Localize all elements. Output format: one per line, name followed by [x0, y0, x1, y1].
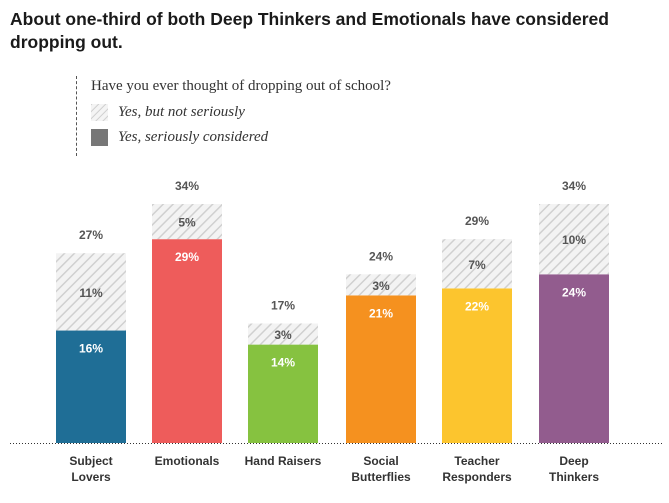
bar-seriously-4: [346, 295, 416, 443]
data-label-not-seriously: 3%: [372, 279, 390, 293]
legend-question: Have you ever thought of dropping out of…: [91, 78, 391, 94]
bar-seriously-3: [248, 344, 318, 443]
data-label-not-seriously: 3%: [274, 328, 292, 342]
data-label-total: 34%: [175, 179, 199, 193]
hatched-swatch-icon: [91, 104, 108, 121]
data-label-not-seriously: 10%: [562, 233, 586, 247]
data-label-total: 24%: [369, 249, 393, 263]
bar-not-seriously-4: [346, 274, 416, 296]
legend-label-seriously: Yes, seriously considered: [118, 129, 269, 145]
category-label: Hand Raisers: [245, 454, 322, 468]
data-label-seriously: 29%: [175, 250, 199, 264]
bar-seriously-2: [152, 239, 222, 443]
category-label: Emotionals: [155, 454, 220, 468]
bar-seriously-6: [539, 274, 609, 443]
category-label: Responders: [442, 470, 512, 484]
data-label-seriously: 24%: [562, 285, 586, 299]
data-label-seriously: 14%: [271, 356, 295, 370]
category-label: Deep: [559, 454, 588, 468]
data-label-not-seriously: 7%: [468, 258, 486, 272]
category-label: Social: [363, 454, 398, 468]
bar-not-seriously-5: [442, 239, 512, 289]
category-label: Thinkers: [549, 470, 599, 484]
bar-not-seriously-2: [152, 204, 222, 240]
legend-item-not-seriously: Yes, but not seriously: [91, 100, 391, 125]
bar-not-seriously-6: [539, 204, 609, 275]
data-label-seriously: 16%: [79, 342, 103, 356]
category-label: Teacher: [454, 454, 499, 468]
data-label-seriously: 22%: [465, 299, 489, 313]
legend: Have you ever thought of dropping out of…: [76, 76, 391, 156]
data-label-seriously: 21%: [369, 306, 393, 320]
data-label-total: 29%: [465, 214, 489, 228]
legend-item-seriously: Yes, seriously considered: [91, 125, 391, 150]
legend-label-not-seriously: Yes, but not seriously: [118, 104, 245, 120]
data-label-not-seriously: 11%: [79, 286, 103, 300]
data-label-total: 34%: [562, 179, 586, 193]
data-label-total: 17%: [271, 299, 295, 313]
bar-not-seriously-3: [248, 323, 318, 345]
category-label: Lovers: [71, 470, 111, 484]
bar-not-seriously-1: [56, 253, 126, 331]
category-label: Subject: [69, 454, 112, 468]
bar-seriously-5: [442, 288, 512, 443]
bar-seriously-1: [56, 330, 126, 443]
solid-swatch-icon: [91, 129, 108, 146]
category-label: Butterflies: [351, 470, 411, 484]
data-label-total: 27%: [79, 228, 103, 242]
data-label-not-seriously: 5%: [178, 216, 196, 230]
chart-title: About one-third of both Deep Thinkers an…: [10, 9, 609, 52]
